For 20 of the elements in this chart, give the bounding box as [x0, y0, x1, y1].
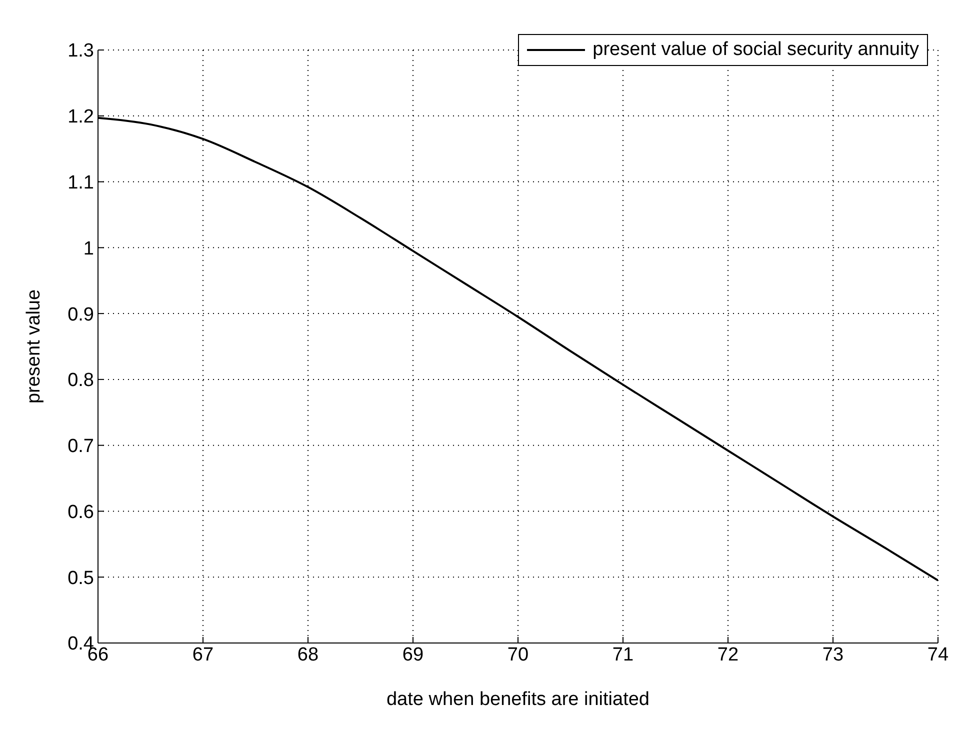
- y-tick-label: 0.9: [68, 304, 94, 326]
- x-tick-label: 74: [927, 644, 949, 666]
- y-tick-label: 0.8: [68, 370, 94, 392]
- y-axis-title: present value: [24, 289, 45, 404]
- y-tick-label: 0.5: [68, 568, 94, 589]
- y-tick-label: 0.7: [68, 436, 94, 458]
- x-tick-label: 68: [297, 644, 319, 666]
- y-tick-label: 1.2: [68, 106, 94, 128]
- y-tick-label: 1.3: [68, 40, 94, 62]
- legend-label: present value of social security annuity: [592, 39, 919, 61]
- x-axis-title: date when benefits are initiated: [386, 689, 650, 710]
- y-tick-label: 0.6: [68, 502, 94, 523]
- x-tick-label: 67: [192, 644, 214, 666]
- x-tick-label: 71: [612, 644, 634, 666]
- y-tick-label: 1: [83, 238, 94, 260]
- x-tick-label: 69: [402, 644, 424, 666]
- x-tick-label: 70: [507, 644, 529, 666]
- x-tick-label: 72: [717, 644, 739, 666]
- x-tick-label: 73: [822, 644, 844, 666]
- y-tick-label: 1.1: [68, 172, 94, 194]
